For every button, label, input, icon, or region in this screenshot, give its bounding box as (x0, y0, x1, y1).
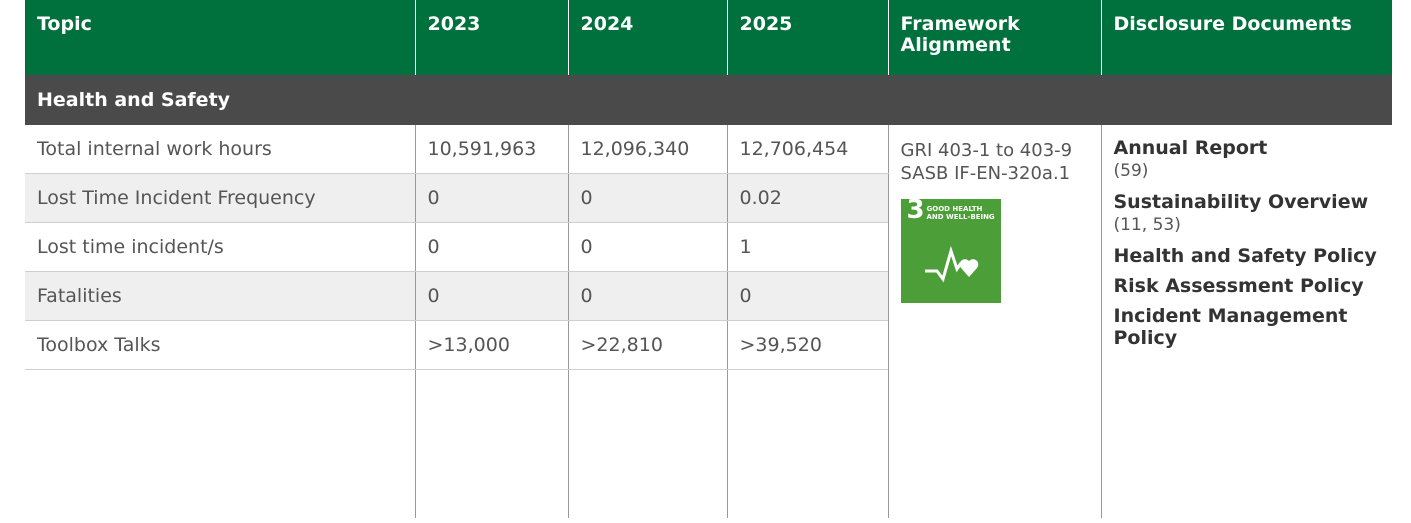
document-pages: (59) (1113, 161, 1149, 181)
sdg-number: 3 (906, 195, 925, 225)
data-row: Fatalities 0 0 0 (25, 271, 1392, 321)
value-cell: 0 (567, 271, 727, 321)
column-header: Topic (25, 0, 415, 75)
header-row: Topic 2023 2024 2025 Framework Alignment Disc… (25, 0, 1392, 75)
sdg-label: GOOD HEALTH AND WELL-BEING (926, 205, 995, 221)
data-row: Total internal work hours 10,591,963 12,09… (25, 125, 1392, 518)
value-cell: 0 (414, 173, 568, 223)
topic-cell: Lost Time Incident Frequency (25, 173, 415, 223)
disclosure-table-wrapper: Topic 2023 2024 2025 Framework Alignment Disc… (25, 0, 1392, 523)
value-cell: 10,591,963 (414, 125, 568, 174)
column-header: Framework Alignment (887, 0, 1101, 75)
topic-cell: Fatalities (25, 271, 415, 321)
filler-cell (726, 369, 888, 518)
sdg-symbol (924, 245, 978, 283)
document-title: Annual Report (1113, 137, 1268, 159)
topic-cell: Lost time incident/s (25, 222, 415, 272)
value-cell: 0.02 (726, 173, 888, 223)
document-title: Risk Assessment Policy (1113, 275, 1364, 297)
section-title: Health and Safety (25, 75, 1392, 125)
value-cell: >39,520 (726, 320, 888, 370)
framework-item: GRI 403-1 to 403-9 (900, 140, 1073, 161)
value-cell: 12,096,340 (567, 125, 727, 174)
filler-row (25, 369, 1392, 518)
document-title: Sustainability Overview (1113, 191, 1369, 213)
column-header: 2023 (414, 0, 568, 75)
filler-cell (25, 370, 415, 518)
value-cell: 0 (567, 173, 727, 223)
disclosure-table: Topic 2023 2024 2025 Framework Alignment Disc… (25, 0, 1392, 518)
data-row: Toolbox Talks >13,000 >22,810 >39,520 (25, 320, 1392, 370)
value-cell: >13,000 (414, 320, 568, 370)
value-cell: 12,706,454 (726, 125, 888, 174)
column-header: Disclosure Documents (1100, 0, 1392, 75)
document-pages: (11, 53) (1113, 215, 1181, 235)
topic-cell: Toolbox Talks (25, 320, 415, 370)
value-cell: 0 (726, 271, 888, 321)
filler-cell (414, 369, 568, 518)
section-row: Health and Safety (25, 75, 1392, 125)
data-row: Lost time incident/s 0 0 1 (25, 222, 1392, 272)
filler-cell (567, 369, 727, 518)
column-header: 2024 (567, 0, 727, 75)
value-cell: 0 (414, 222, 568, 272)
value-cell: 0 (414, 271, 568, 321)
sdg-icon: 3 GOOD HEALTH AND WELL-BEING (900, 195, 1001, 303)
framework-cell: GRI 403-1 to 403-9 SASB IF-EN-320a.1 3 GOOD… (887, 125, 1101, 518)
document-title: Incident Management Policy (1113, 305, 1348, 349)
topic-cell: Total internal work hours (25, 125, 415, 174)
data-row: Lost Time Incident Frequency 0 0 0.02 (25, 173, 1392, 223)
column-header: 2025 (726, 0, 888, 75)
value-cell: 1 (726, 222, 888, 272)
document-title: Health and Safety Policy (1113, 245, 1377, 267)
documents-cell: Annual Report (59) Sustainability Overview… (1100, 125, 1392, 518)
value-cell: >22,810 (567, 320, 727, 370)
value-cell: 0 (567, 222, 727, 272)
framework-item: SASB IF-EN-320a.1 (900, 163, 1071, 184)
